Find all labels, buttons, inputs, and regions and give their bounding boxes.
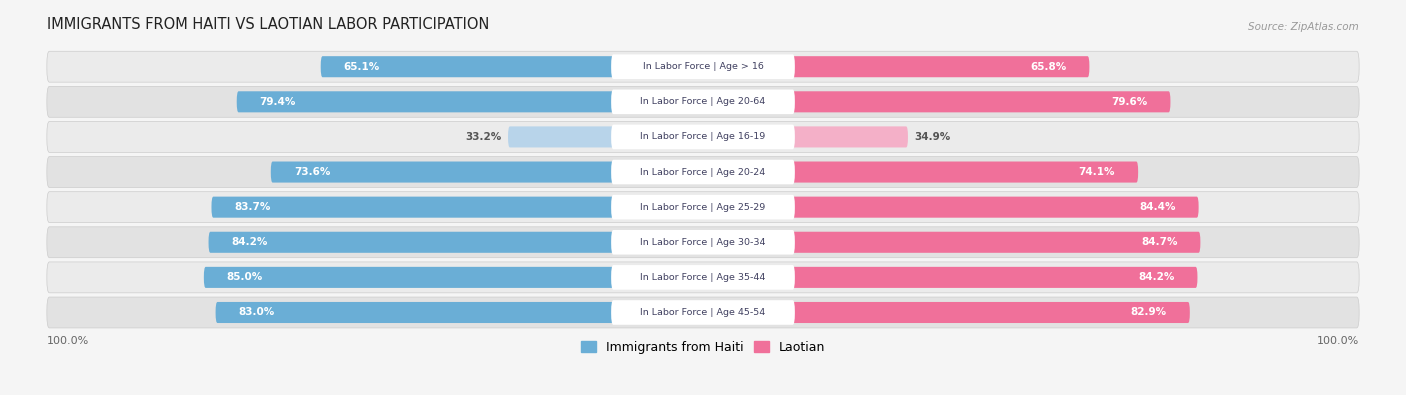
- FancyBboxPatch shape: [46, 122, 1360, 152]
- FancyBboxPatch shape: [211, 197, 703, 218]
- FancyBboxPatch shape: [703, 267, 1198, 288]
- FancyBboxPatch shape: [612, 160, 794, 184]
- Text: 82.9%: 82.9%: [1130, 307, 1167, 318]
- FancyBboxPatch shape: [612, 55, 794, 79]
- Text: 85.0%: 85.0%: [226, 273, 263, 282]
- Text: 100.0%: 100.0%: [46, 336, 89, 346]
- FancyBboxPatch shape: [703, 126, 908, 147]
- FancyBboxPatch shape: [612, 90, 794, 114]
- FancyBboxPatch shape: [703, 56, 1090, 77]
- FancyBboxPatch shape: [46, 297, 1360, 328]
- FancyBboxPatch shape: [703, 162, 1137, 182]
- FancyBboxPatch shape: [703, 91, 1170, 112]
- FancyBboxPatch shape: [208, 232, 703, 253]
- Text: In Labor Force | Age 30-34: In Labor Force | Age 30-34: [640, 238, 766, 247]
- FancyBboxPatch shape: [204, 267, 703, 288]
- Text: In Labor Force | Age 16-19: In Labor Force | Age 16-19: [640, 132, 766, 141]
- FancyBboxPatch shape: [612, 300, 794, 325]
- FancyBboxPatch shape: [508, 126, 703, 147]
- Text: 84.7%: 84.7%: [1140, 237, 1177, 247]
- Text: In Labor Force | Age 35-44: In Labor Force | Age 35-44: [640, 273, 766, 282]
- FancyBboxPatch shape: [236, 91, 703, 112]
- FancyBboxPatch shape: [612, 195, 794, 220]
- Legend: Immigrants from Haiti, Laotian: Immigrants from Haiti, Laotian: [581, 341, 825, 354]
- Text: 84.2%: 84.2%: [1137, 273, 1174, 282]
- Text: 65.8%: 65.8%: [1031, 62, 1066, 72]
- Text: 83.7%: 83.7%: [235, 202, 271, 212]
- Text: 84.2%: 84.2%: [232, 237, 269, 247]
- FancyBboxPatch shape: [215, 302, 703, 323]
- Text: 79.4%: 79.4%: [260, 97, 297, 107]
- FancyBboxPatch shape: [321, 56, 703, 77]
- FancyBboxPatch shape: [703, 232, 1201, 253]
- FancyBboxPatch shape: [46, 51, 1360, 82]
- Text: 79.6%: 79.6%: [1111, 97, 1147, 107]
- Text: 83.0%: 83.0%: [239, 307, 274, 318]
- Text: In Labor Force | Age 20-64: In Labor Force | Age 20-64: [640, 97, 766, 106]
- FancyBboxPatch shape: [46, 227, 1360, 258]
- FancyBboxPatch shape: [612, 265, 794, 290]
- Text: Source: ZipAtlas.com: Source: ZipAtlas.com: [1249, 22, 1360, 32]
- FancyBboxPatch shape: [46, 156, 1360, 188]
- Text: In Labor Force | Age > 16: In Labor Force | Age > 16: [643, 62, 763, 71]
- FancyBboxPatch shape: [703, 197, 1199, 218]
- Text: In Labor Force | Age 25-29: In Labor Force | Age 25-29: [640, 203, 766, 212]
- Text: IMMIGRANTS FROM HAITI VS LAOTIAN LABOR PARTICIPATION: IMMIGRANTS FROM HAITI VS LAOTIAN LABOR P…: [46, 17, 489, 32]
- FancyBboxPatch shape: [46, 87, 1360, 117]
- FancyBboxPatch shape: [612, 125, 794, 149]
- Text: 73.6%: 73.6%: [294, 167, 330, 177]
- Text: 65.1%: 65.1%: [343, 62, 380, 72]
- Text: 33.2%: 33.2%: [465, 132, 502, 142]
- FancyBboxPatch shape: [271, 162, 703, 182]
- Text: 34.9%: 34.9%: [914, 132, 950, 142]
- FancyBboxPatch shape: [46, 192, 1360, 223]
- Text: 100.0%: 100.0%: [1317, 336, 1360, 346]
- Text: In Labor Force | Age 20-24: In Labor Force | Age 20-24: [640, 167, 766, 177]
- Text: In Labor Force | Age 45-54: In Labor Force | Age 45-54: [640, 308, 766, 317]
- FancyBboxPatch shape: [46, 262, 1360, 293]
- Text: 84.4%: 84.4%: [1139, 202, 1175, 212]
- FancyBboxPatch shape: [612, 230, 794, 254]
- FancyBboxPatch shape: [703, 302, 1189, 323]
- Text: 74.1%: 74.1%: [1078, 167, 1115, 177]
